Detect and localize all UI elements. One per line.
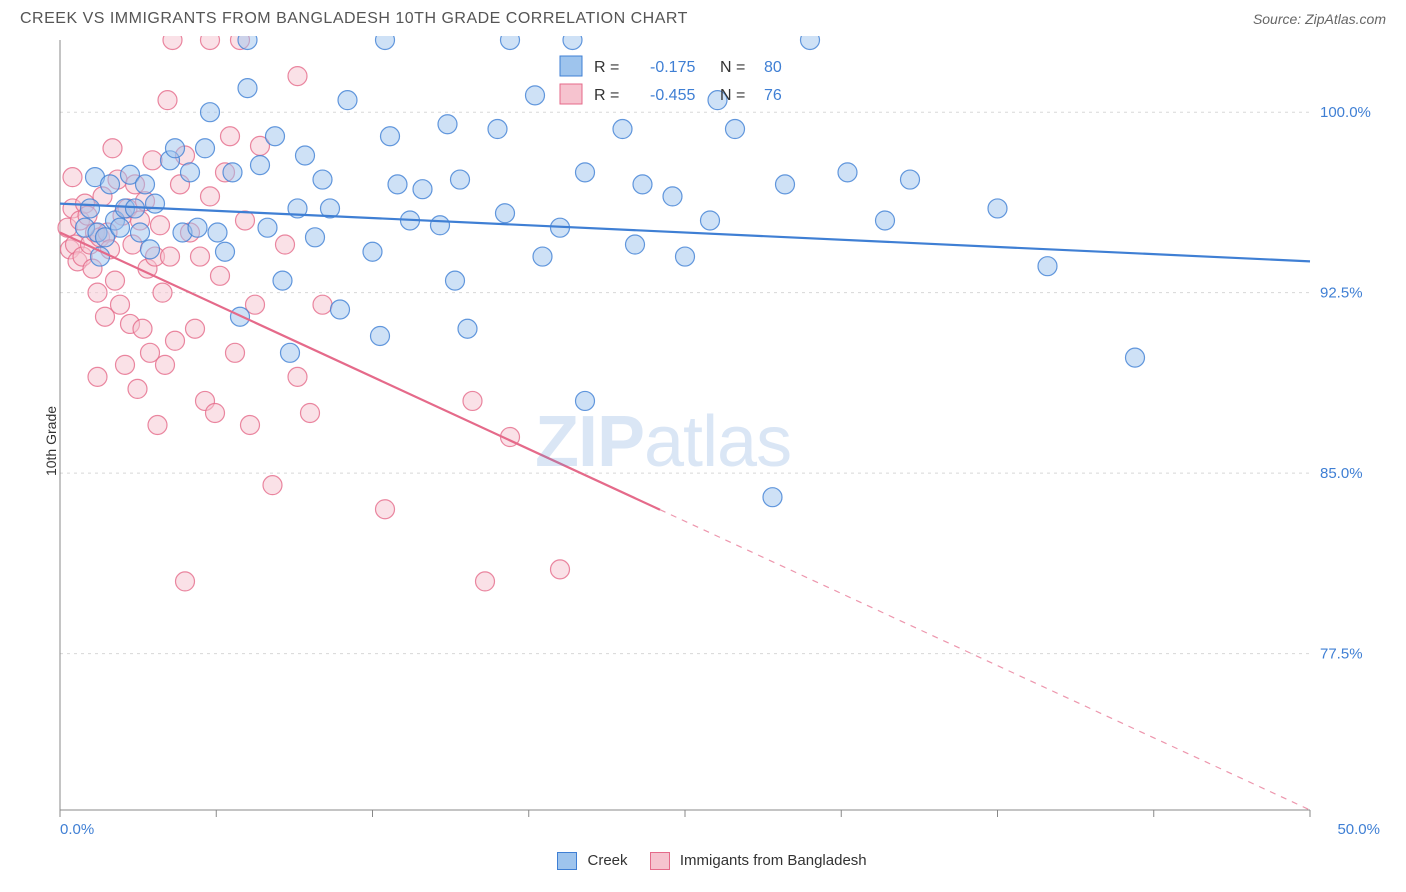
svg-text:76: 76 — [764, 87, 782, 104]
svg-text:50.0%: 50.0% — [1337, 821, 1380, 838]
svg-text:R =: R = — [594, 59, 619, 76]
svg-text:100.0%: 100.0% — [1320, 104, 1371, 121]
svg-text:0.0%: 0.0% — [60, 821, 94, 838]
svg-text:-0.455: -0.455 — [650, 87, 695, 104]
legend-swatch-bangladesh — [650, 852, 670, 870]
source-label: Source: ZipAtlas.com — [1253, 11, 1386, 27]
chart-container: 10th Grade 0.0% 50.0% 77.5% 85.0% 92.5% 100.0… — [20, 36, 1386, 846]
svg-text:85.0%: 85.0% — [1320, 465, 1363, 482]
svg-text:R =: R = — [594, 87, 619, 104]
svg-text:-0.175: -0.175 — [650, 59, 695, 76]
svg-text:92.5%: 92.5% — [1320, 285, 1363, 302]
svg-text:77.5%: 77.5% — [1320, 646, 1363, 663]
legend-label-bangladesh: Immigants from Bangladesh — [680, 852, 867, 869]
bottom-legend: Creek Immigants from Bangladesh — [0, 846, 1406, 870]
chart-title: CREEK VS IMMIGRANTS FROM BANGLADESH 10TH… — [20, 10, 688, 28]
scatter-chart: 0.0% 50.0% 77.5% 85.0% 92.5% 100.0% R = -0.175 N… — [20, 36, 1386, 846]
svg-text:80: 80 — [764, 59, 782, 76]
svg-text:N =: N = — [720, 59, 745, 76]
legend-label-creek: Creek — [588, 852, 628, 869]
svg-text:N =: N = — [720, 87, 745, 104]
legend-swatch-creek — [557, 852, 577, 870]
y-axis-label: 10th Grade — [43, 406, 59, 476]
